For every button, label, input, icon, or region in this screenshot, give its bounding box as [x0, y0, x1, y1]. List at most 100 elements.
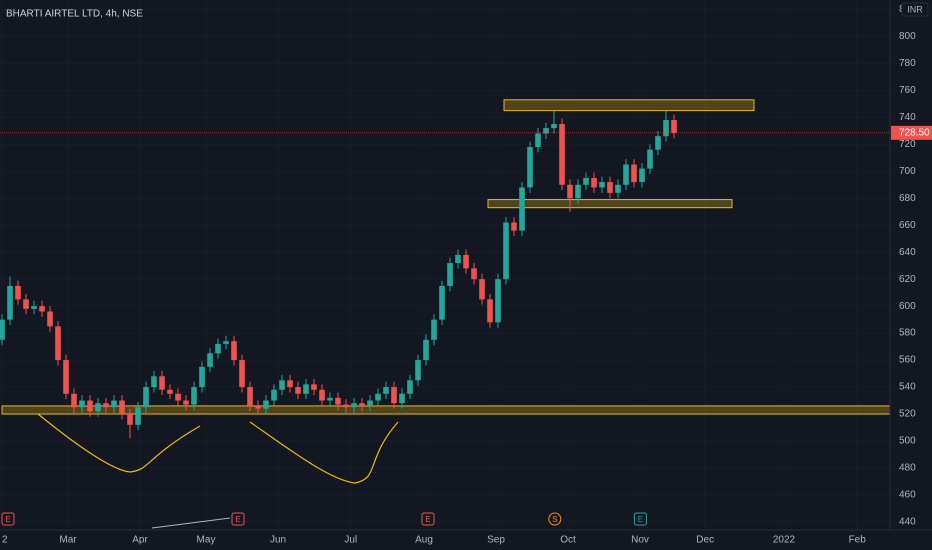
candle-body	[167, 389, 173, 394]
zone	[503, 99, 755, 112]
candle-body	[95, 403, 101, 412]
pattern-curve	[37, 413, 201, 473]
candle-body	[655, 136, 661, 150]
candle-body	[223, 341, 229, 344]
currency-badge	[901, 2, 929, 17]
candle-body	[359, 403, 365, 406]
x-tick-label: Jul	[344, 535, 357, 546]
candle-body	[23, 299, 29, 309]
candle-body	[599, 182, 605, 188]
candle-body	[471, 268, 477, 280]
candle-body	[639, 168, 645, 183]
event-label: S	[552, 515, 557, 524]
candle-body	[239, 360, 245, 388]
x-tick-label: Oct	[560, 535, 576, 546]
y-tick-label: 560	[899, 355, 916, 366]
candle-body	[271, 389, 277, 401]
candle-body	[431, 319, 437, 340]
event-marker	[421, 512, 435, 526]
event-label: E	[235, 515, 240, 524]
candle-body	[63, 360, 69, 394]
candle-body	[319, 389, 325, 401]
price-axis	[890, 0, 932, 550]
candle-body	[367, 400, 373, 406]
candle-body	[183, 400, 189, 405]
candle-body	[495, 279, 501, 323]
candle-body	[423, 339, 429, 361]
event-label: E	[425, 515, 430, 524]
y-tick-label: 520	[899, 409, 916, 420]
candle-body	[303, 384, 309, 394]
y-tick-label: 620	[899, 274, 916, 285]
candle-body	[215, 343, 221, 354]
candle-body	[111, 400, 117, 408]
candle-body	[567, 184, 573, 199]
candle-body	[255, 405, 261, 409]
candle-body	[159, 376, 165, 390]
candle-body	[439, 285, 445, 320]
y-tick-label: 460	[899, 490, 916, 501]
candle-body	[55, 326, 61, 361]
y-tick-label: 480	[899, 463, 916, 474]
zone	[487, 199, 733, 209]
candle-body	[407, 380, 413, 394]
candle-body	[199, 366, 205, 388]
y-tick-label: 580	[899, 328, 916, 339]
candle-body	[399, 393, 405, 404]
candle-body	[71, 393, 77, 408]
y-tick-label: 500	[899, 436, 916, 447]
y-tick-label: 800	[899, 31, 916, 42]
candle-body	[559, 124, 565, 185]
axes: 440 460 480 500 520 540 560 580 600 620 640 660 680 7…	[1, 4, 932, 546]
candle-body	[87, 400, 93, 412]
candle-body	[463, 254, 469, 269]
candle-body	[671, 120, 677, 133]
y-tick-label: 740	[899, 112, 916, 123]
last-price-label: 728.50	[899, 127, 930, 138]
x-tick-label: Aug	[415, 535, 433, 546]
candle-body	[79, 400, 85, 408]
candle-body	[615, 184, 621, 193]
candle-body	[327, 397, 333, 401]
y-tick-label: 440	[899, 517, 916, 528]
candle-body	[103, 403, 109, 408]
candle-body	[231, 341, 237, 361]
candle-body	[151, 376, 157, 388]
y-tick-label: 700	[899, 166, 916, 177]
event-marker	[1, 512, 15, 526]
y-tick-label: 760	[899, 85, 916, 96]
candle-body	[207, 353, 213, 367]
candle-body	[575, 184, 581, 199]
candle-body	[623, 164, 629, 185]
candle-body	[47, 311, 53, 327]
candle-body	[631, 164, 637, 183]
y-tick-label: 720	[899, 139, 916, 150]
candle-body	[143, 387, 149, 408]
candle-body	[7, 285, 13, 320]
x-tick-label: 2022	[773, 535, 796, 546]
candle-body	[511, 222, 517, 231]
pattern-curve	[249, 421, 399, 484]
candle-body	[31, 306, 37, 309]
trend-line	[151, 517, 231, 529]
last-price-badge	[891, 125, 932, 140]
y-tick-label: 680	[899, 193, 916, 204]
event-label: E	[5, 515, 10, 524]
candle-body	[535, 133, 541, 147]
candle-body	[551, 124, 557, 129]
candle-body	[519, 187, 525, 231]
candle-body	[391, 387, 397, 404]
candle-body	[263, 400, 269, 409]
candle-body	[247, 387, 253, 406]
candle-body	[591, 178, 597, 188]
candle-body	[447, 262, 453, 286]
candle-body	[503, 222, 509, 280]
candle-body	[279, 380, 285, 390]
candle-body	[343, 404, 349, 408]
grid	[0, 0, 890, 530]
candle-body	[311, 384, 317, 390]
y-tick-label: 600	[899, 301, 916, 312]
candle-body	[455, 254, 461, 263]
